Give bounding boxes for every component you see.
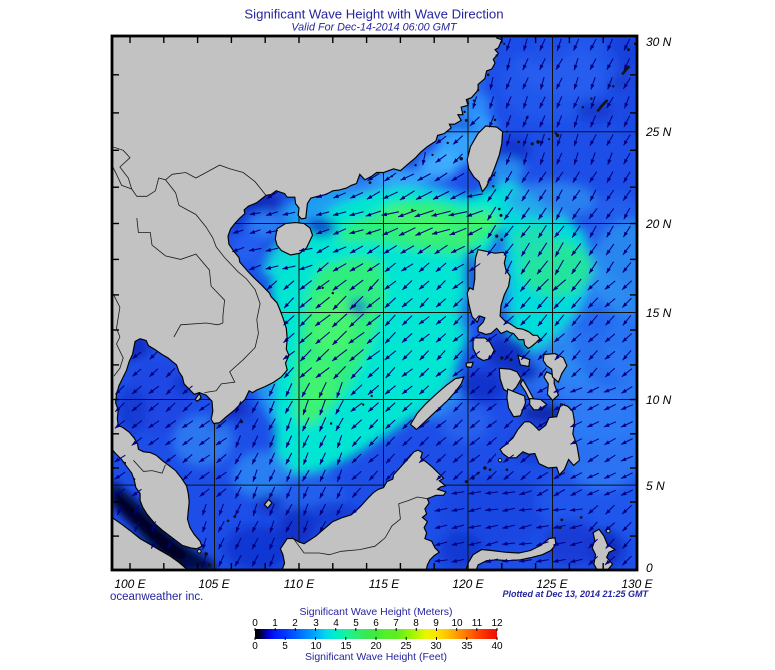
svg-text:20: 20 xyxy=(370,641,382,652)
svg-text:Valid For Dec-14-2014 06:00 GM: Valid For Dec-14-2014 06:00 GMT xyxy=(291,22,458,34)
svg-text:35: 35 xyxy=(461,641,473,652)
svg-text:15: 15 xyxy=(340,641,352,652)
svg-text:11: 11 xyxy=(472,618,483,629)
svg-text:25 N: 25 N xyxy=(645,125,672,139)
svg-text:130 E: 130 E xyxy=(621,577,653,591)
svg-text:0: 0 xyxy=(252,618,258,629)
svg-text:7: 7 xyxy=(393,618,399,629)
svg-text:1: 1 xyxy=(272,618,278,629)
svg-text:10 N: 10 N xyxy=(646,393,672,407)
svg-text:10: 10 xyxy=(451,618,463,629)
svg-text:Significant Wave Height with W: Significant Wave Height with Wave Direct… xyxy=(244,7,503,22)
svg-text:40: 40 xyxy=(491,641,503,652)
svg-text:Plotted at Dec 13, 2014 21:25: Plotted at Dec 13, 2014 21:25 GMT xyxy=(502,589,649,599)
svg-text:25: 25 xyxy=(400,641,412,652)
svg-text:105 E: 105 E xyxy=(198,577,230,591)
svg-text:5: 5 xyxy=(282,641,288,652)
svg-text:125 E: 125 E xyxy=(536,577,568,591)
svg-text:9: 9 xyxy=(433,618,439,629)
svg-text:12: 12 xyxy=(491,618,503,629)
svg-text:4: 4 xyxy=(333,618,339,629)
svg-text:100 E: 100 E xyxy=(114,577,146,591)
svg-text:10: 10 xyxy=(310,641,322,652)
svg-text:8: 8 xyxy=(413,618,419,629)
svg-text:0: 0 xyxy=(252,641,258,652)
svg-text:30: 30 xyxy=(430,641,442,652)
svg-text:15 N: 15 N xyxy=(646,306,672,320)
svg-text:5 N: 5 N xyxy=(646,479,665,493)
svg-text:oceanweather inc.: oceanweather inc. xyxy=(110,591,203,603)
svg-text:0: 0 xyxy=(646,561,653,575)
svg-text:3: 3 xyxy=(313,618,319,629)
svg-text:Significant Wave Height (Meter: Significant Wave Height (Meters) xyxy=(299,606,452,618)
svg-text:30 N: 30 N xyxy=(646,35,672,49)
svg-text:6: 6 xyxy=(373,618,379,629)
svg-text:5: 5 xyxy=(353,618,359,629)
svg-text:110 E: 110 E xyxy=(284,577,315,591)
svg-text:2: 2 xyxy=(292,618,298,629)
svg-text:120 E: 120 E xyxy=(452,577,484,591)
svg-text:20 N: 20 N xyxy=(645,217,672,231)
svg-text:Significant Wave Height (Feet): Significant Wave Height (Feet) xyxy=(305,651,447,663)
svg-text:115 E: 115 E xyxy=(369,577,400,591)
